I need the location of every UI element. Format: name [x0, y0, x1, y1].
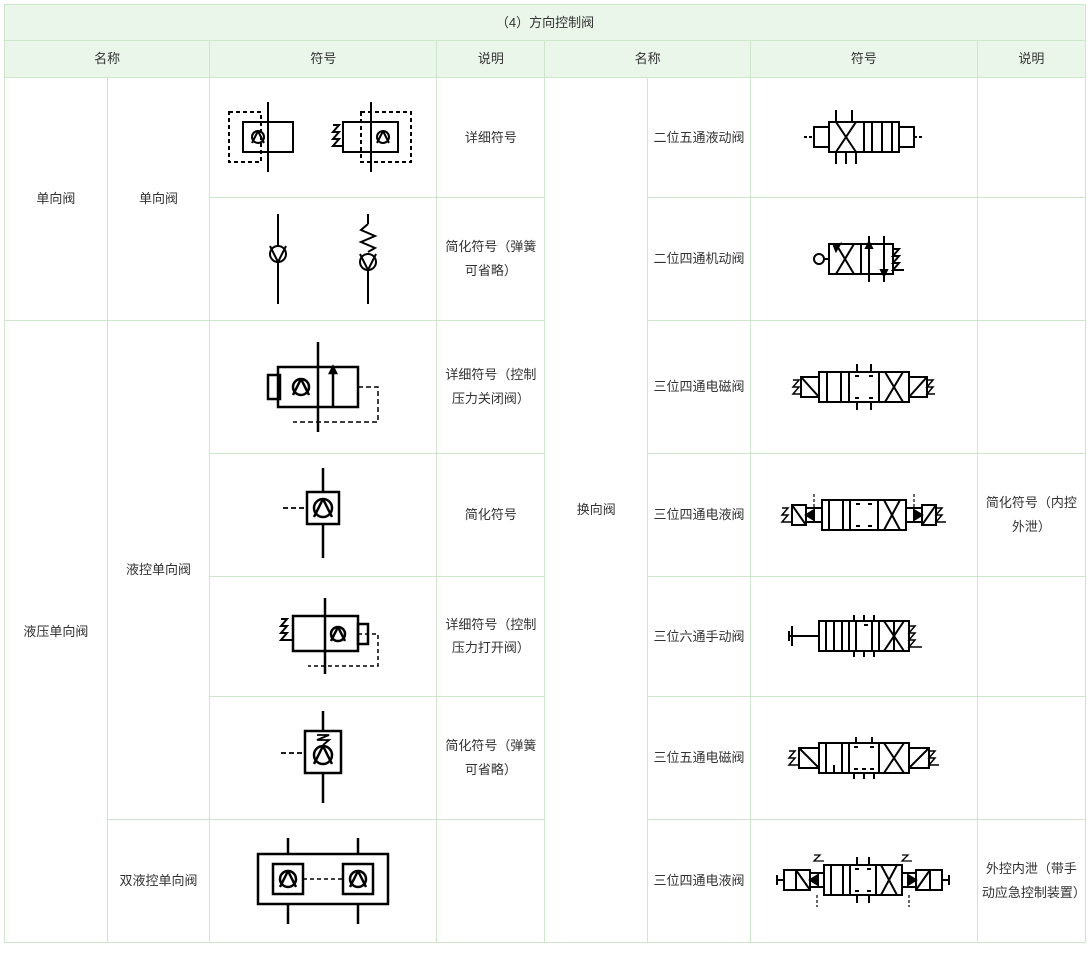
- symbol-pilot-check-simplified: [210, 453, 437, 576]
- left-group2-sub1-desc2: 简化符号: [437, 453, 545, 576]
- right-r1-name: 二位五通液动阀: [648, 77, 751, 197]
- right-r6-desc: [977, 696, 1085, 819]
- col-header-symbol-right: 符号: [750, 41, 977, 77]
- right-group-name: 换向阀: [545, 77, 648, 942]
- symbol-3pos-4way-solenoid: [750, 320, 977, 453]
- right-r3-name: 三位四通电磁阀: [648, 320, 751, 453]
- right-r7-name: 三位四通电液阀: [648, 819, 751, 942]
- left-group1-sub1: 单向阀: [107, 77, 210, 320]
- left-group2-sub1: 液控单向阀: [107, 320, 210, 819]
- right-r4-desc: 简化符号（内控外泄）: [977, 453, 1085, 576]
- symbol-double-pilot-check: [210, 819, 437, 942]
- symbol-pilot-check-simplified-spring: [210, 696, 437, 819]
- right-r3-desc: [977, 320, 1085, 453]
- section-title: （4）方向控制阀: [5, 5, 1086, 41]
- left-group2-sub1-desc4: 简化符号（弹簧可省略）: [437, 696, 545, 819]
- symbol-3pos-4way-electrohydraulic: [750, 453, 977, 576]
- left-group1-desc2: 简化符号（弹簧可省略）: [437, 197, 545, 320]
- col-header-name-right: 名称: [545, 41, 750, 77]
- left-group1-name: 单向阀: [5, 77, 108, 320]
- symbol-3pos-6way-manual: [750, 576, 977, 696]
- right-r5-desc: [977, 576, 1085, 696]
- col-header-symbol-left: 符号: [210, 41, 437, 77]
- right-r6-name: 三位五通电磁阀: [648, 696, 751, 819]
- right-r1-desc: [977, 77, 1085, 197]
- left-group2-sub2: 双液控单向阀: [107, 819, 210, 942]
- left-group2-sub1-desc1: 详细符号（控制压力关闭阀）: [437, 320, 545, 453]
- col-header-desc-left: 说明: [437, 41, 545, 77]
- right-r4-name: 三位四通电液阀: [648, 453, 751, 576]
- right-r2-desc: [977, 197, 1085, 320]
- col-header-desc-right: 说明: [977, 41, 1085, 77]
- valve-symbols-table: （4）方向控制阀 名称 符号 说明 名称 符号 说明 单向阀 单向阀: [4, 4, 1086, 943]
- symbol-2pos-5way-hydraulic: [750, 77, 977, 197]
- symbol-3pos-4way-electrohydraulic-ext: [750, 819, 977, 942]
- symbol-2pos-4way-mechanical: [750, 197, 977, 320]
- right-r5-name: 三位六通手动阀: [648, 576, 751, 696]
- symbol-check-valve-detailed: [210, 77, 437, 197]
- left-group1-desc1: 详细符号: [437, 77, 545, 197]
- symbol-3pos-5way-solenoid: [750, 696, 977, 819]
- right-r2-name: 二位四通机动阀: [648, 197, 751, 320]
- symbol-pilot-check-detailed-close: [210, 320, 437, 453]
- right-r7-desc: 外控内泄（带手动应急控制装置）: [977, 819, 1085, 942]
- col-header-name-left: 名称: [5, 41, 210, 77]
- left-group2-sub1-desc3: 详细符号（控制压力打开阀）: [437, 576, 545, 696]
- symbol-pilot-check-detailed-open: [210, 576, 437, 696]
- left-group2-sub2-desc: [437, 819, 545, 942]
- left-group2-name: 液压单向阀: [5, 320, 108, 942]
- symbol-check-valve-simplified: [210, 197, 437, 320]
